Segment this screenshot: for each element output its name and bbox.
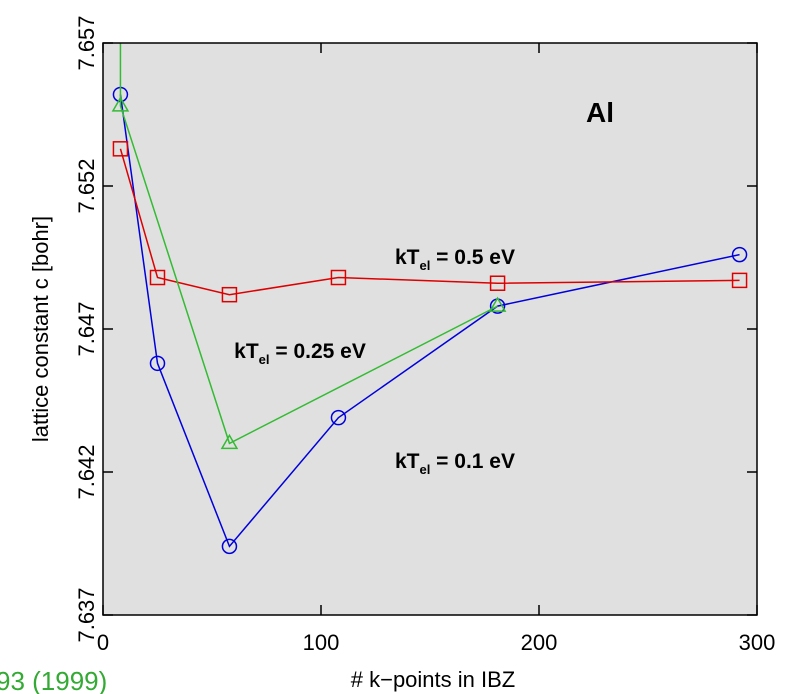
annotation-part: = 0.25 eV bbox=[270, 340, 366, 363]
y-tick-label: 7.642 bbox=[74, 444, 99, 499]
point bbox=[221, 538, 238, 555]
point bbox=[488, 296, 507, 312]
y-tick-label: 7.657 bbox=[74, 15, 99, 70]
plot-background bbox=[103, 43, 757, 615]
annotation: Al bbox=[586, 97, 614, 128]
x-tick-label: 0 bbox=[97, 630, 109, 655]
series-line bbox=[119, 148, 740, 296]
subscript: el bbox=[420, 462, 431, 477]
x-tick-label: 300 bbox=[739, 630, 776, 655]
annotation: kTel = 0.1 eV bbox=[395, 450, 515, 477]
footer-fragment: 93 (1999) bbox=[0, 666, 107, 694]
point bbox=[149, 269, 166, 286]
x-axis-label: # k−points in IBZ bbox=[351, 667, 515, 692]
annotation-part: = 0.1 eV bbox=[430, 450, 515, 473]
point bbox=[112, 141, 129, 157]
point bbox=[220, 433, 239, 450]
point bbox=[731, 272, 748, 289]
subscript: el bbox=[259, 352, 270, 367]
point bbox=[731, 246, 748, 263]
y-tick-label: 7.652 bbox=[74, 158, 99, 213]
point bbox=[330, 409, 347, 426]
point bbox=[330, 269, 347, 286]
annotation-part: kT bbox=[234, 340, 259, 363]
annotation: kTel = 0.5 eV bbox=[395, 246, 515, 273]
series-line bbox=[119, 43, 498, 445]
y-tick-label: 7.647 bbox=[74, 301, 99, 356]
point bbox=[149, 355, 166, 372]
x-tick-label: 100 bbox=[303, 630, 340, 655]
annotation: kTel = 0.25 eV bbox=[234, 340, 366, 367]
point bbox=[221, 286, 238, 303]
annotation-part: Al bbox=[586, 97, 614, 128]
annotation-part: = 0.5 eV bbox=[430, 246, 515, 269]
plot-area bbox=[111, 43, 748, 555]
annotation-part: kT bbox=[395, 246, 420, 269]
y-axis-label: lattice constant c [bohr] bbox=[28, 216, 53, 442]
annotation-part: kT bbox=[395, 450, 420, 473]
point bbox=[489, 275, 506, 291]
series-line bbox=[119, 94, 740, 548]
subscript: el bbox=[420, 258, 431, 273]
x-tick-label: 200 bbox=[521, 630, 558, 655]
y-tick-label: 7.637 bbox=[74, 587, 99, 642]
point bbox=[111, 96, 130, 112]
